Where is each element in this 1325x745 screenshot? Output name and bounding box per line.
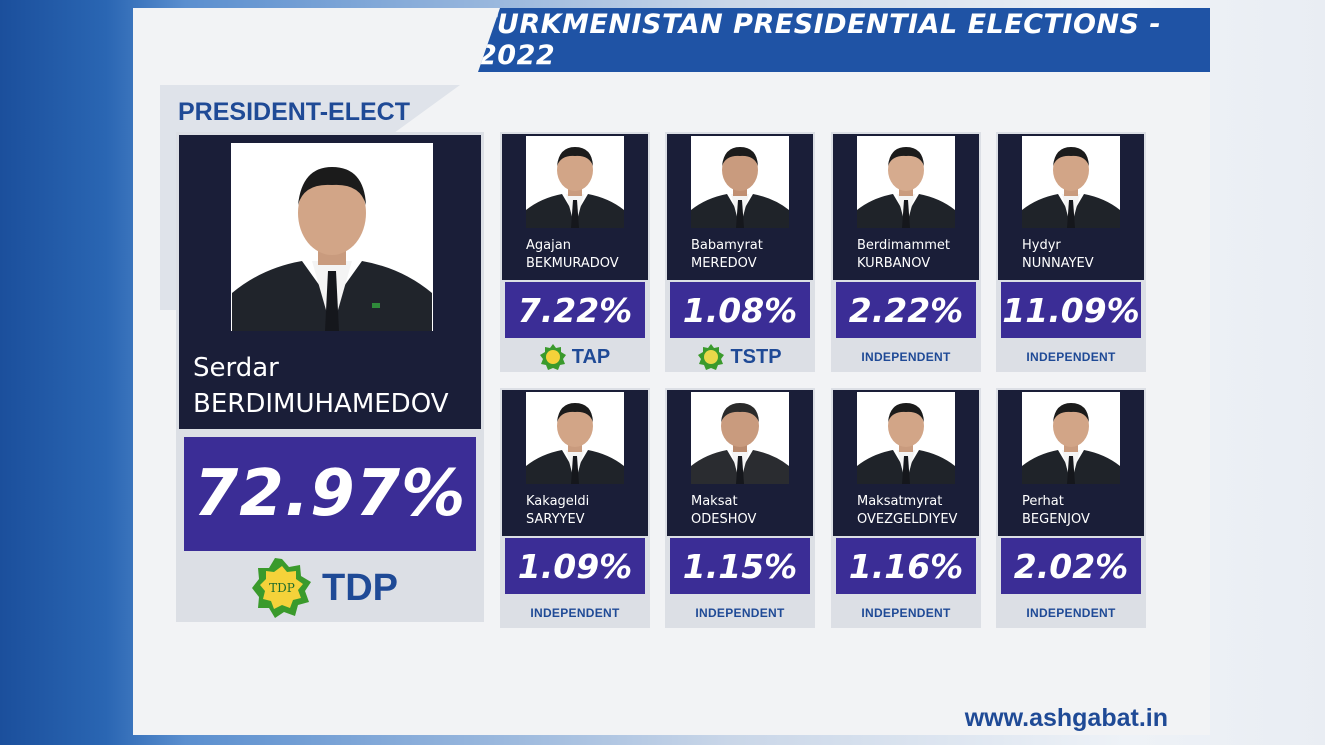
candidate-percent: 1.16% bbox=[836, 538, 976, 594]
candidate-first-name: Berdimammet bbox=[857, 238, 950, 253]
candidate-photo bbox=[857, 136, 955, 228]
candidate-first-name: Hydyr bbox=[1022, 238, 1061, 253]
candidate-panel: Perhat BEGENJOV bbox=[998, 390, 1144, 536]
candidate-panel: Berdimammet KURBANOV bbox=[833, 134, 979, 280]
candidate-percent: 1.09% bbox=[505, 538, 645, 594]
president-elect-label: PRESIDENT-ELECT bbox=[178, 98, 410, 126]
portrait-icon bbox=[691, 392, 789, 484]
portrait-icon bbox=[1022, 392, 1120, 484]
candidate-photo bbox=[1022, 136, 1120, 228]
candidate-party-name: INDEPENDENT bbox=[861, 606, 951, 620]
candidate-first-name: Babamyrat bbox=[691, 238, 763, 253]
president-elect-percent: 72.97% bbox=[184, 437, 476, 551]
candidate-first-name: Agajan bbox=[526, 238, 571, 253]
candidate-first-name: Maksat bbox=[691, 494, 738, 509]
candidate-party: INDEPENDENT bbox=[665, 600, 815, 626]
tstp-emblem-icon bbox=[698, 344, 725, 370]
candidate-first-name: Perhat bbox=[1022, 494, 1064, 509]
candidate-percent: 1.08% bbox=[670, 282, 810, 338]
candidate-photo bbox=[691, 136, 789, 228]
page-title: TURKMENISTAN PRESIDENTIAL ELECTIONS - 20… bbox=[478, 9, 1162, 71]
candidate-last-name: NUNNAYEV bbox=[1022, 256, 1094, 271]
candidate-party-name: TAP bbox=[571, 345, 611, 368]
tap-emblem-icon bbox=[539, 344, 566, 370]
candidate-last-name: OVEZGELDIYEV bbox=[857, 512, 958, 527]
website-link[interactable]: www.ashgabat.in bbox=[964, 704, 1168, 732]
candidate-photo bbox=[526, 136, 624, 228]
candidate-photo bbox=[1022, 392, 1120, 484]
candidate-last-name: MEREDOV bbox=[691, 256, 757, 271]
candidate-photo bbox=[691, 392, 789, 484]
svg-text:TDP: TDP bbox=[269, 581, 295, 595]
candidate-party: TAP bbox=[500, 344, 650, 370]
president-elect-wedge bbox=[160, 85, 180, 310]
candidate-party: INDEPENDENT bbox=[831, 344, 981, 370]
candidate-first-name: Kakageldi bbox=[526, 494, 590, 509]
portrait-icon bbox=[526, 136, 624, 228]
portrait-icon bbox=[857, 136, 955, 228]
candidate-party-name: INDEPENDENT bbox=[861, 350, 951, 364]
candidate-photo bbox=[857, 392, 955, 484]
candidate-last-name: ODESHOV bbox=[691, 512, 757, 527]
candidate-party: INDEPENDENT bbox=[996, 600, 1146, 626]
candidate-panel: Hydyr NUNNAYEV bbox=[998, 134, 1144, 280]
candidate-percent: 7.22% bbox=[505, 282, 645, 338]
president-elect-first-name: Serdar bbox=[193, 353, 279, 383]
portrait-icon bbox=[232, 143, 432, 331]
president-elect-panel: Serdar BERDIMUHAMEDOV bbox=[179, 135, 481, 429]
candidate-party: TSTP bbox=[665, 344, 815, 370]
candidate-card: Hydyr NUNNAYEV 11.09% INDEPENDENT bbox=[996, 132, 1146, 372]
president-elect-card: Serdar BERDIMUHAMEDOV 72.97% TDP TDP bbox=[176, 132, 484, 622]
president-elect-last-name: BERDIMUHAMEDOV bbox=[193, 389, 449, 419]
candidate-percent: 2.02% bbox=[1001, 538, 1141, 594]
portrait-icon bbox=[526, 392, 624, 484]
candidate-last-name: KURBANOV bbox=[857, 256, 931, 271]
candidate-panel: Kakageldi SARYYEV bbox=[502, 390, 648, 536]
candidate-card: Berdimammet KURBANOV 2.22% INDEPENDENT bbox=[831, 132, 981, 372]
candidate-panel: Agajan BEKMURADOV bbox=[502, 134, 648, 280]
tdp-emblem-icon: TDP bbox=[252, 558, 311, 618]
candidate-first-name: Maksatmyrat bbox=[857, 494, 943, 509]
candidate-party-name: INDEPENDENT bbox=[695, 606, 785, 620]
candidate-card: Babamyrat MEREDOV 1.08% TSTP bbox=[665, 132, 815, 372]
president-elect-party: TDP TDP bbox=[252, 558, 398, 618]
candidate-percent: 2.22% bbox=[836, 282, 976, 338]
election-graphic: TURKMENISTAN PRESIDENTIAL ELECTIONS - 20… bbox=[133, 8, 1210, 735]
portrait-icon bbox=[1022, 136, 1120, 228]
candidate-panel: Maksatmyrat OVEZGELDIYEV bbox=[833, 390, 979, 536]
candidate-last-name: BEKMURADOV bbox=[526, 256, 619, 271]
candidate-card: Kakageldi SARYYEV 1.09% INDEPENDENT bbox=[500, 388, 650, 628]
candidate-panel: Maksat ODESHOV bbox=[667, 390, 813, 536]
candidate-percent: 11.09% bbox=[1001, 282, 1141, 338]
candidate-panel: Babamyrat MEREDOV bbox=[667, 134, 813, 280]
candidate-last-name: SARYYEV bbox=[526, 512, 585, 527]
candidate-card: Agajan BEKMURADOV 7.22% TAP bbox=[500, 132, 650, 372]
candidate-card: Perhat BEGENJOV 2.02% INDEPENDENT bbox=[996, 388, 1146, 628]
president-elect-photo bbox=[231, 143, 433, 331]
candidate-party: INDEPENDENT bbox=[996, 344, 1146, 370]
candidate-party-name: INDEPENDENT bbox=[1026, 350, 1116, 364]
candidate-party-name: INDEPENDENT bbox=[530, 606, 620, 620]
portrait-icon bbox=[691, 136, 789, 228]
candidate-party-name: TSTP bbox=[730, 345, 782, 368]
candidate-photo bbox=[526, 392, 624, 484]
candidate-percent: 1.15% bbox=[670, 538, 810, 594]
candidate-card: Maksatmyrat OVEZGELDIYEV 1.16% INDEPENDE… bbox=[831, 388, 981, 628]
candidate-last-name: BEGENJOV bbox=[1022, 512, 1090, 527]
president-elect-party-name: TDP bbox=[322, 566, 398, 609]
candidate-card: Maksat ODESHOV 1.15% INDEPENDENT bbox=[665, 388, 815, 628]
title-banner: TURKMENISTAN PRESIDENTIAL ELECTIONS - 20… bbox=[478, 8, 1210, 72]
portrait-icon bbox=[857, 392, 955, 484]
candidate-party: INDEPENDENT bbox=[831, 600, 981, 626]
candidate-party: INDEPENDENT bbox=[500, 600, 650, 626]
candidate-party-name: INDEPENDENT bbox=[1026, 606, 1116, 620]
